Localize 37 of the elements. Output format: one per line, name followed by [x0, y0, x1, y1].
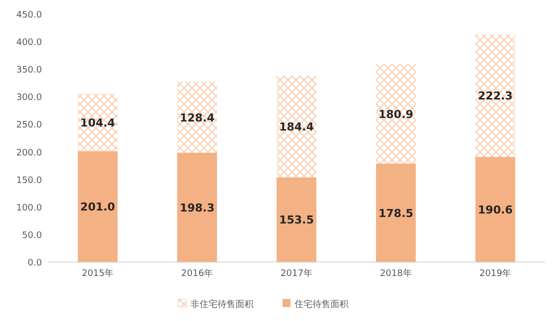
y-tick-label: 300.0 [16, 93, 42, 104]
data-label: 104.4 [80, 116, 116, 130]
y-tick-label: 0.0 [28, 258, 42, 268]
bar [376, 64, 416, 164]
bar [276, 177, 316, 262]
data-label: 201.0 [80, 200, 116, 214]
bar [177, 82, 217, 153]
y-tick-label: 400.0 [16, 38, 42, 48]
x-tick-label: 2015年 [82, 268, 114, 279]
legend-label: 非住宅待售面积 [190, 299, 254, 310]
y-tick-label: 450.0 [16, 10, 42, 20]
data-label: 222.3 [478, 90, 513, 103]
y-tick-label: 200.0 [16, 148, 42, 158]
x-tick-label: 2018年 [380, 268, 412, 279]
x-tick-label: 2016年 [181, 268, 214, 279]
data-label: 153.5 [279, 214, 314, 227]
bar [177, 152, 217, 262]
legend-label: 住宅待售面积 [294, 299, 348, 310]
bar [78, 94, 118, 152]
data-label: 198.3 [180, 201, 214, 214]
bar [78, 151, 118, 262]
x-tick-label: 2019年 [479, 268, 512, 279]
y-tick-label: 350.0 [16, 66, 42, 76]
data-label: 180.9 [378, 108, 414, 121]
bar [276, 76, 316, 178]
bar [376, 164, 416, 262]
bar [475, 156, 516, 262]
data-label: 184.4 [279, 120, 314, 134]
x-tick-label: 2017年 [280, 268, 312, 279]
y-tick-label: 50.0 [22, 230, 42, 241]
bar [475, 34, 516, 157]
data-label: 128.4 [180, 111, 215, 124]
y-tick-label: 250.0 [16, 120, 42, 131]
y-tick-label: 100.0 [16, 203, 42, 214]
data-label: 178.5 [378, 206, 414, 220]
y-tick-label: 150.0 [16, 176, 42, 186]
data-label: 190.6 [478, 203, 514, 216]
